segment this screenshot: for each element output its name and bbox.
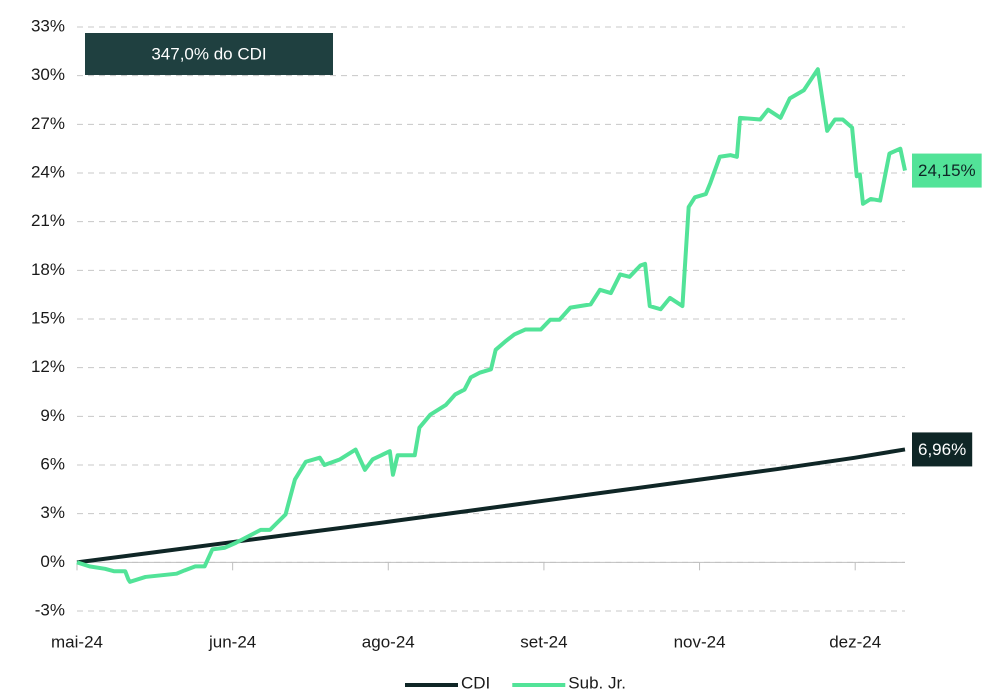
end-label: 24,15% <box>912 153 982 188</box>
end-label-box <box>912 432 973 467</box>
y-tick-label: -3% <box>35 600 65 619</box>
y-tick-label: 12% <box>31 357 65 376</box>
legend-label: Sub. Jr. <box>568 673 626 692</box>
x-tick-label: ago-24 <box>362 632 415 651</box>
end-label-text: 6,96% <box>918 440 966 459</box>
y-tick-label: 27% <box>31 114 65 133</box>
y-tick-label: 18% <box>31 260 65 279</box>
x-tick-label: mai-24 <box>51 632 103 651</box>
end-label-box <box>912 153 982 188</box>
y-tick-label: 15% <box>31 308 65 327</box>
x-tick-label: nov-24 <box>674 632 726 651</box>
x-tick-label: jun-24 <box>208 632 256 651</box>
series-line <box>76 67 907 584</box>
end-label-text: 24,15% <box>918 161 976 180</box>
y-tick-label: 0% <box>40 552 65 571</box>
y-tick-label: 24% <box>31 162 65 181</box>
x-tick-label: set-24 <box>520 632 567 651</box>
y-tick-label: 21% <box>31 211 65 230</box>
annotation: 347,0% do CDI <box>151 44 266 63</box>
series-line <box>76 447 906 565</box>
legend-label: CDI <box>461 673 490 692</box>
annotation-box <box>85 33 333 75</box>
end-label: 6,96% <box>912 432 973 467</box>
y-tick-label: 3% <box>40 503 65 522</box>
y-tick-label: 6% <box>40 454 65 473</box>
y-tick-label: 9% <box>40 406 65 425</box>
x-tick-label: dez-24 <box>829 632 881 651</box>
y-tick-label: 33% <box>31 16 65 35</box>
y-tick-label: 30% <box>31 65 65 84</box>
